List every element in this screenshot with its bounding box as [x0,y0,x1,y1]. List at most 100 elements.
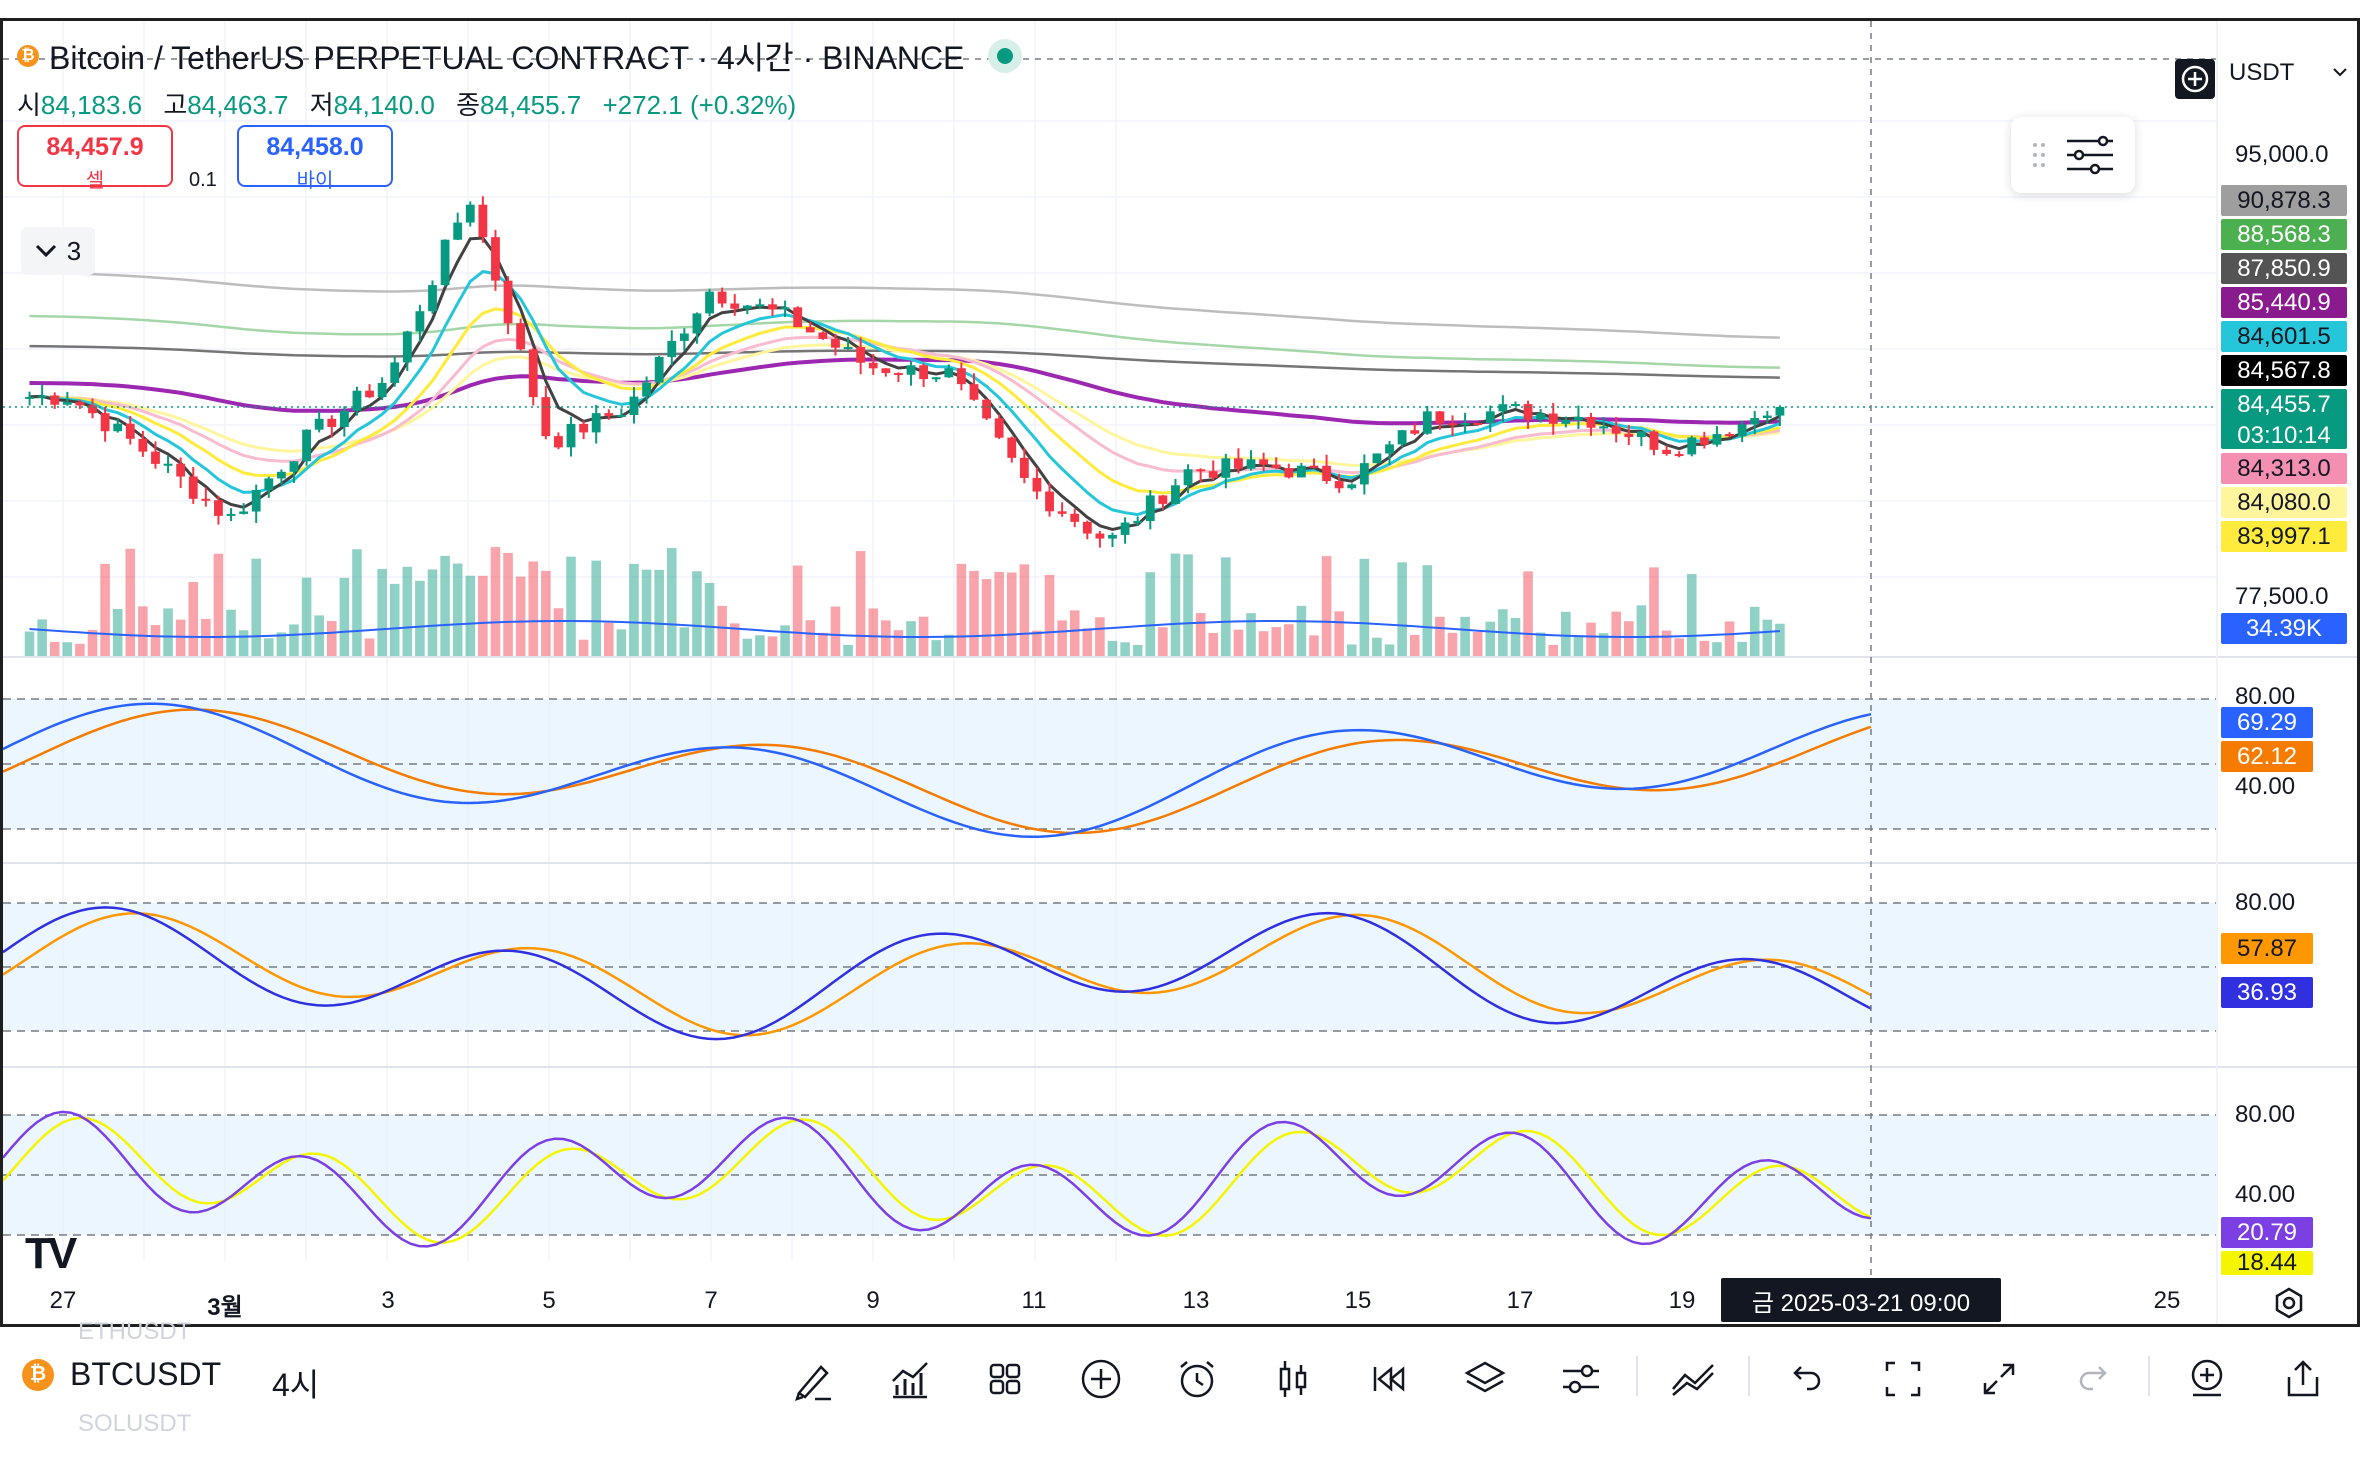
high-value: 84,463.7 [187,90,289,120]
volume-bar [163,608,173,657]
fullscreen-button[interactable] [1876,1352,1930,1406]
volume-bar [604,622,614,657]
volume-bar [566,556,576,657]
price-axis-label: 95,000.0 [2235,141,2329,168]
candle-body [1712,434,1722,445]
candle-body [1045,491,1054,512]
templates-button[interactable] [1666,1352,1720,1406]
redo-button[interactable] [2068,1352,2122,1406]
volume-bar [1636,605,1647,657]
candle-body [1448,423,1457,426]
volume-bar [37,619,47,657]
volume-bar [389,583,400,657]
volume-bar [767,636,778,657]
open-value: 84,183.6 [40,90,143,120]
volume-bar [969,570,979,657]
candle-body [944,368,954,378]
chevron-down-icon [2333,68,2347,77]
candle-body [654,356,664,383]
candle-body [1397,430,1407,445]
candle-body [453,222,463,240]
volume-bar [1762,619,1773,657]
volume-bar [1573,636,1584,657]
legend-toggle-button[interactable] [2011,117,2135,193]
stoch-k-tag: 36.93 [2221,977,2313,1008]
volume-bar [541,570,551,657]
last-price-tag: 84,455.7 03:10:14 [2221,389,2347,449]
candle-body [805,327,815,333]
volume-bar [956,563,967,657]
compare-button[interactable] [1074,1352,1128,1406]
candle-body [1523,404,1533,420]
sell-button[interactable]: 84,457.9 셀 [17,125,173,192]
low-value: 84,140.0 [333,90,435,120]
chart-frame[interactable]: ₿ Bitcoin / TetherUS PERPETUAL CONTRACT … [0,18,2360,1327]
candle-body [1750,418,1760,425]
ma-price-tag: 84,080.0 [2221,487,2347,518]
volume-bar [1296,605,1307,657]
volume-bar [465,575,476,657]
timeframe-button[interactable]: 4시 [272,1367,320,1403]
candle-body [554,436,563,448]
price-axis-label: 77,500.0 [2235,583,2329,610]
candle-body [1725,434,1734,437]
candle-body [50,395,60,405]
grid-icon [989,1363,1021,1395]
price-chart[interactable] [3,21,2357,1324]
trade-panel-button[interactable] [2180,1352,2234,1406]
crosshair-time-tag: 금 2025-03-21 09:00 [1721,1278,2001,1322]
time-axis-label: 9 [866,1287,880,1314]
symbol-picker[interactable]: ₿ BTCUSDT [22,1356,221,1393]
pen-icon [795,1365,831,1401]
volume-bar [1233,629,1244,657]
candle-body [62,402,72,405]
candle-body [692,313,702,334]
symbol-title[interactable]: ₿ Bitcoin / TetherUS PERPETUAL CONTRACT … [17,33,1023,79]
candle-body [1334,481,1344,489]
volume-bar [742,638,753,657]
candle-body [1762,415,1772,419]
undo-button[interactable] [1778,1352,1832,1406]
candle-body [1511,404,1520,407]
volume-ma-line [29,620,1780,638]
object-tree-button[interactable] [1458,1352,1512,1406]
volume-bar [1775,623,1785,657]
candle-body [226,513,236,516]
volume-bar [1321,556,1332,657]
volume-bar [1535,632,1546,657]
drawing-tool-button[interactable] [786,1352,840,1406]
chart-settings-button[interactable] [2273,1287,2305,1324]
ma-price-tag: 88,568.3 [2221,219,2347,250]
share-button[interactable] [2276,1352,2330,1406]
candle-body [415,311,425,332]
candle-body [188,476,198,499]
chart-settings-sliders-button[interactable] [1554,1352,1608,1406]
indicators-button[interactable] [882,1352,936,1406]
expand-button[interactable] [1972,1352,2026,1406]
candle-body [264,478,274,491]
candle-body [1636,431,1646,438]
volume-bar [1246,613,1256,657]
volume-bar [1221,557,1231,657]
layouts-button[interactable] [978,1352,1032,1406]
candle-body [1359,463,1369,485]
candle-body [1108,534,1117,539]
close-key: 종 [456,90,481,120]
alert-button[interactable] [1170,1352,1224,1406]
gear-icon [2275,1287,2303,1319]
volume-bar [112,609,123,657]
volume-bar [188,581,199,657]
candle-body [894,373,903,376]
chart-type-button[interactable] [1266,1352,1320,1406]
buy-button[interactable]: 84,458.0 바이 [237,125,393,192]
replay-button[interactable] [1362,1352,1416,1406]
candle-body [1196,469,1206,472]
redo-icon [2079,1366,2107,1391]
add-symbol-button[interactable] [2175,59,2215,99]
candle-body [1158,495,1168,504]
toolbar-divider [1748,1356,1750,1396]
candle-body [742,305,752,309]
quote-currency-select[interactable]: USDT [2221,51,2355,95]
volume-bar [1183,554,1193,657]
indicators-collapse-button[interactable]: 3 [21,227,95,275]
